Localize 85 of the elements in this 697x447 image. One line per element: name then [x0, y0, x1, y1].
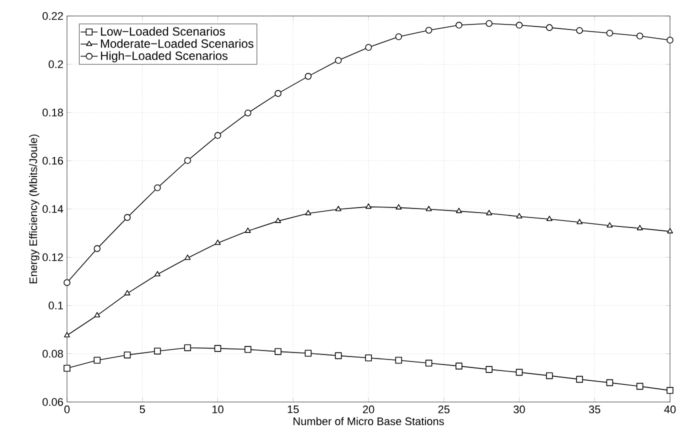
point	[426, 206, 432, 212]
point	[425, 26, 432, 34]
point	[366, 203, 372, 209]
point	[576, 27, 583, 34]
point	[606, 379, 614, 386]
point	[425, 360, 432, 367]
x-tick-label: 30	[514, 406, 525, 414]
point	[365, 354, 372, 362]
point	[456, 208, 462, 214]
point	[666, 387, 674, 394]
x-tick-label: 25	[438, 406, 450, 414]
point	[124, 352, 131, 358]
y-tick-label: 0.06	[42, 398, 63, 406]
point	[94, 312, 100, 318]
x-tick-label: 0	[64, 406, 70, 414]
legend-label: Moderate−Loaded Scenarios	[101, 39, 254, 48]
point	[154, 348, 161, 354]
point	[334, 57, 342, 64]
point	[94, 245, 101, 252]
point	[184, 344, 191, 352]
x-tick-label: 40	[664, 406, 676, 414]
point	[154, 184, 161, 192]
point	[486, 20, 492, 27]
point	[335, 206, 342, 212]
legend-label: Low−Loaded Scenarios	[101, 26, 225, 36]
point	[274, 348, 282, 355]
point	[244, 110, 252, 116]
point	[244, 346, 252, 353]
point	[516, 213, 522, 218]
point	[305, 210, 312, 216]
point	[516, 22, 523, 29]
y-tick-label: 0.08	[42, 350, 63, 358]
point	[456, 362, 462, 370]
y-axis-title: Energy Efficiency (Mbits/Joule)	[29, 134, 40, 284]
point	[184, 254, 191, 260]
point	[395, 356, 402, 364]
point	[546, 216, 552, 222]
y-tick-label: 0.18	[42, 108, 63, 116]
point	[304, 72, 312, 80]
y-tick-label: 0.12	[42, 253, 63, 262]
point	[214, 132, 222, 139]
point	[304, 350, 312, 357]
point	[124, 214, 131, 221]
point	[667, 228, 673, 234]
point	[576, 218, 583, 224]
point	[546, 24, 553, 31]
x-tick-label: 10	[212, 406, 224, 414]
y-tick-label: 0.1	[48, 302, 63, 310]
point	[636, 32, 644, 40]
point	[184, 157, 191, 164]
point	[64, 364, 70, 372]
point	[334, 352, 342, 360]
point	[124, 290, 130, 296]
point	[244, 228, 251, 233]
y-tick-label: 0.16	[42, 156, 63, 165]
x-tick-label: 20	[362, 406, 374, 414]
x-tick-label: 15	[288, 406, 299, 414]
point	[516, 368, 523, 376]
point	[214, 345, 222, 352]
point	[94, 356, 101, 364]
y-tick-label: 0.22	[42, 12, 63, 20]
point	[486, 366, 492, 373]
point	[274, 90, 282, 97]
point	[486, 210, 492, 216]
point	[154, 270, 160, 276]
point	[606, 222, 613, 228]
point	[396, 204, 402, 210]
point	[365, 44, 372, 51]
legend-label: High−Loaded Scenarios	[101, 51, 228, 62]
point	[275, 218, 282, 223]
point	[606, 30, 614, 37]
point	[214, 240, 221, 245]
point	[666, 36, 674, 44]
y-tick-label: 0.2	[48, 60, 63, 68]
y-tick-label: 0.14	[42, 205, 64, 213]
x-axis-title: Number of Micro Base Stations	[294, 417, 444, 426]
point	[636, 224, 643, 230]
x-tick-label: 5	[140, 406, 145, 414]
point	[395, 33, 402, 40]
point	[64, 279, 70, 286]
point	[546, 372, 553, 380]
x-tick-label: 35	[588, 406, 600, 414]
point	[636, 382, 644, 390]
point	[576, 376, 583, 383]
point	[456, 22, 462, 29]
